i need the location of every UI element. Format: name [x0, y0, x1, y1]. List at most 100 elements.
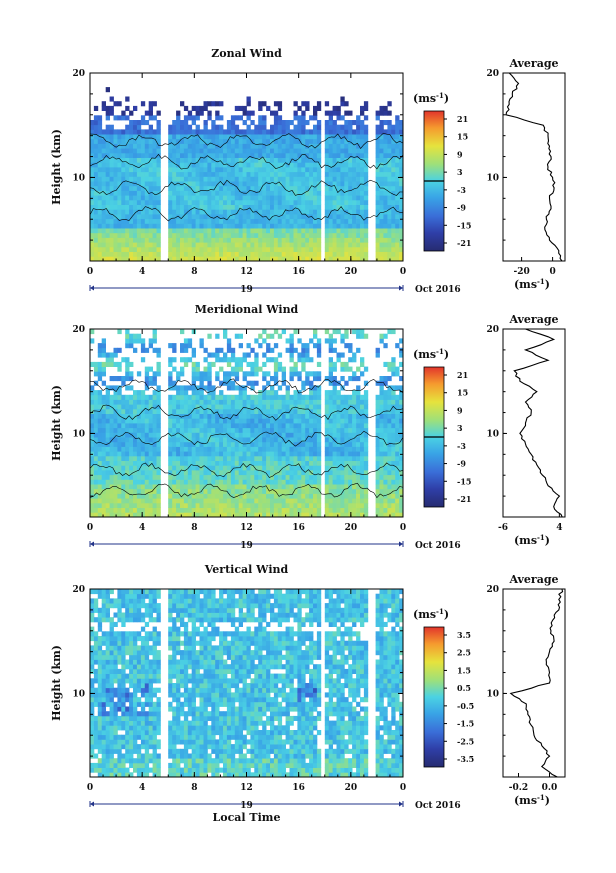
heatmap-cell — [109, 451, 114, 457]
heatmap-cell — [219, 394, 224, 400]
heatmap-cell — [387, 488, 392, 494]
heatmap-cell — [324, 246, 330, 252]
heatmap-cell — [352, 157, 357, 163]
heatmap-cell — [309, 460, 314, 466]
heatmap-cell — [387, 427, 392, 433]
heatmap-cell — [254, 432, 259, 438]
heatmap-cell — [187, 484, 193, 490]
heatmap-cell — [356, 470, 361, 476]
heatmap-cell — [117, 162, 122, 168]
heatmap-cell — [305, 199, 310, 205]
heatmap-cell — [383, 134, 388, 140]
heatmap-cell — [289, 460, 294, 466]
heatmap-cell — [125, 418, 130, 424]
heatmap-cell — [133, 512, 138, 518]
heatmap-cell — [360, 129, 365, 135]
heatmap-cell — [125, 329, 130, 335]
heatmap-cell — [348, 209, 353, 215]
heatmap-cell — [136, 124, 142, 130]
heatmap-cell — [293, 218, 298, 224]
heatmap-cell — [117, 479, 122, 485]
heatmap-cell — [360, 256, 365, 262]
heatmap-cell — [246, 404, 251, 410]
heatmap-cell — [156, 124, 161, 130]
heatmap-cell — [121, 129, 126, 135]
heatmap-cell — [183, 185, 189, 191]
heatmap-cell — [344, 228, 349, 234]
heatmap-cell — [168, 251, 173, 257]
heatmap-cell — [144, 423, 150, 429]
heatmap-cell — [238, 507, 243, 513]
date-label: 19 — [240, 285, 253, 295]
heatmap-cell — [281, 413, 286, 419]
heatmap-cell — [168, 190, 173, 196]
heatmap-cell — [148, 181, 153, 187]
heatmap-cell — [148, 105, 153, 111]
heatmap-cell — [238, 441, 243, 447]
heatmap-cell — [223, 176, 228, 182]
heatmap-cell — [277, 465, 283, 471]
heatmap-cell — [97, 455, 103, 461]
heatmap-cell — [176, 423, 181, 429]
heatmap-cell — [270, 347, 275, 353]
heatmap-cell — [230, 237, 236, 243]
heatmap-cell — [281, 488, 286, 494]
heatmap-cell — [144, 470, 150, 476]
heatmap-cell — [356, 333, 361, 339]
heatmap-cell — [121, 190, 126, 196]
heatmap-cell — [148, 185, 153, 191]
heatmap-cell — [187, 246, 193, 252]
heatmap-cell — [183, 423, 189, 429]
heatmap-cell — [289, 232, 294, 238]
heatmap-cell — [105, 181, 110, 187]
heatmap-cell — [324, 455, 330, 461]
profile-title: Average — [508, 57, 558, 70]
heatmap-cell — [152, 148, 157, 154]
heatmap-cell — [242, 394, 247, 400]
heatmap-cell — [262, 101, 267, 107]
heatmap-cell — [234, 333, 240, 339]
heatmap-cell — [152, 223, 157, 229]
colorbar-label: 9 — [457, 149, 463, 159]
heatmap-cell — [113, 167, 118, 173]
heatmap-cell — [117, 195, 122, 201]
heatmap-cell — [152, 129, 157, 135]
heatmap-cell — [113, 413, 118, 419]
heatmap-cell — [133, 251, 138, 257]
heatmap-cell — [363, 167, 369, 173]
heatmap-cell — [383, 460, 388, 466]
heatmap-cell — [293, 394, 298, 400]
heatmap-cell — [129, 167, 134, 173]
heatmap-cell — [172, 214, 177, 220]
heatmap-cell — [273, 366, 279, 372]
heatmap-cell — [238, 399, 243, 405]
heatmap-cell — [117, 190, 122, 196]
heatmap-cell — [219, 232, 224, 238]
heatmap-cell — [129, 474, 134, 480]
heatmap-cell — [273, 493, 279, 499]
heatmap-cell — [332, 385, 337, 391]
heatmap-cell — [234, 493, 240, 499]
heatmap-cell — [242, 181, 247, 187]
heatmap-cell — [109, 479, 114, 485]
heatmap-cell — [309, 408, 314, 414]
heatmap-cell — [180, 157, 185, 163]
heatmap-cell — [262, 134, 267, 140]
heatmap-cell — [395, 413, 400, 419]
heatmap-cell — [356, 423, 361, 429]
heatmap-cell — [281, 228, 286, 234]
heatmap-cell — [270, 394, 275, 400]
heatmap-cell — [399, 385, 404, 391]
heatmap-cell — [273, 371, 279, 377]
heatmap-cell — [305, 218, 310, 224]
heatmap-cell — [152, 204, 157, 210]
heatmap-cell — [168, 232, 173, 238]
heatmap-cell — [363, 228, 369, 234]
heatmap-cell — [332, 218, 337, 224]
heatmap-cell — [183, 394, 189, 400]
heatmap-cell — [242, 143, 247, 149]
heatmap-cell — [313, 470, 318, 476]
heatmap-cell — [254, 507, 259, 513]
heatmap-cell — [176, 394, 181, 400]
heatmap-cell — [293, 171, 298, 177]
